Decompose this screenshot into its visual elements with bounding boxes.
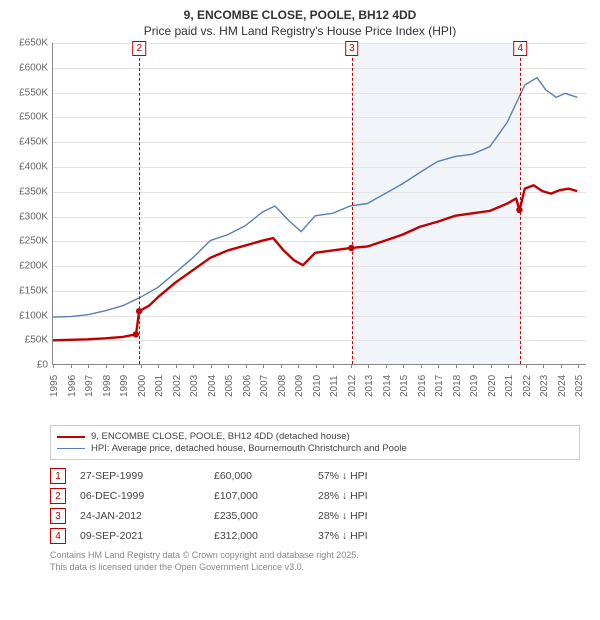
sales-index-box: 1: [50, 468, 66, 484]
legend-label: 9, ENCOMBE CLOSE, POOLE, BH12 4DD (detac…: [91, 431, 350, 442]
x-tick-label: 2023: [539, 375, 550, 397]
sales-price: £107,000: [214, 490, 304, 502]
x-tick-label: 2010: [312, 375, 323, 397]
y-tick-label: £200K: [19, 261, 48, 272]
x-tick-label: 2024: [557, 375, 568, 397]
y-tick-label: £100K: [19, 310, 48, 321]
y-axis-labels: £0 £50K £100K £150K £200K £250K £300K £350K £400…: [10, 43, 50, 383]
x-tick-label: 2016: [417, 375, 428, 397]
x-tick-label: 2002: [172, 375, 183, 397]
y-tick-label: £400K: [19, 162, 48, 173]
y-tick-label: £150K: [19, 285, 48, 296]
x-tick-label: 2014: [382, 375, 393, 397]
y-tick-label: £550K: [19, 87, 48, 98]
sale-marker-label: 2: [133, 41, 147, 56]
y-tick-label: £500K: [19, 112, 48, 123]
x-tick-label: 1996: [67, 375, 78, 397]
x-axis-labels: 1995 1996 1997 1998 1999 2000 2001 2002 2003 2004…: [52, 367, 586, 397]
title-block: 9, ENCOMBE CLOSE, POOLE, BH12 4DD Price …: [10, 8, 590, 39]
sale-marker-line: [139, 43, 140, 364]
x-tick-label: 2020: [487, 375, 498, 397]
x-tick-label: 2015: [399, 375, 410, 397]
legend-swatch: [57, 436, 85, 438]
sale-marker-label: 3: [345, 41, 359, 56]
sale-dot: [133, 331, 139, 337]
x-tick-label: 1998: [102, 375, 113, 397]
sales-row: 2 06-DEC-1999 £107,000 28% ↓ HPI: [50, 488, 580, 504]
x-tick-label: 2004: [207, 375, 218, 397]
sales-diff: 28% ↓ HPI: [318, 490, 368, 502]
footer-line1: Contains HM Land Registry data © Crown c…: [50, 550, 580, 562]
plot-area: 2 3 4: [52, 43, 586, 365]
x-tick-label: 2013: [364, 375, 375, 397]
sales-diff: 57% ↓ HPI: [318, 470, 368, 482]
legend-item: 9, ENCOMBE CLOSE, POOLE, BH12 4DD (detac…: [57, 431, 573, 442]
y-tick-label: £600K: [19, 62, 48, 73]
series-line: [53, 185, 577, 340]
sales-date: 24-JAN-2012: [80, 510, 200, 522]
sales-price: £60,000: [214, 470, 304, 482]
legend-swatch: [57, 448, 85, 449]
x-tick-label: 2003: [189, 375, 200, 397]
x-tick-label: 2000: [137, 375, 148, 397]
chart-zone: £0 £50K £100K £150K £200K £250K £300K £350K £400…: [10, 43, 590, 383]
sales-date: 06-DEC-1999: [80, 490, 200, 502]
x-tick-label: 2011: [329, 376, 340, 398]
sales-row: 3 24-JAN-2012 £235,000 28% ↓ HPI: [50, 508, 580, 524]
line-svg: [53, 43, 586, 364]
x-tick-label: 1995: [49, 375, 60, 397]
x-tick-label: 2019: [469, 375, 480, 397]
title-main: 9, ENCOMBE CLOSE, POOLE, BH12 4DD: [10, 8, 590, 24]
sales-index-box: 2: [50, 488, 66, 504]
y-tick-label: £50K: [25, 335, 48, 346]
y-tick-label: £450K: [19, 137, 48, 148]
chart-container: 9, ENCOMBE CLOSE, POOLE, BH12 4DD Price …: [0, 0, 600, 620]
sales-date: 09-SEP-2021: [80, 530, 200, 542]
sales-price: £312,000: [214, 530, 304, 542]
title-sub: Price paid vs. HM Land Registry's House …: [10, 24, 590, 40]
x-tick-label: 2008: [277, 375, 288, 397]
sales-index-box: 4: [50, 528, 66, 544]
legend-label: HPI: Average price, detached house, Bour…: [91, 443, 407, 454]
sales-row: 4 09-SEP-2021 £312,000 37% ↓ HPI: [50, 528, 580, 544]
y-tick-label: £250K: [19, 236, 48, 247]
y-tick-label: £300K: [19, 211, 48, 222]
x-tick-label: 2007: [259, 375, 270, 397]
sales-diff: 37% ↓ HPI: [318, 530, 368, 542]
sale-marker-label: 4: [514, 41, 528, 56]
x-tick-label: 2021: [504, 375, 515, 397]
y-tick-label: £650K: [19, 38, 48, 49]
sales-diff: 28% ↓ HPI: [318, 510, 368, 522]
x-tick-label: 2009: [294, 375, 305, 397]
sales-row: 1 27-SEP-1999 £60,000 57% ↓ HPI: [50, 468, 580, 484]
sales-price: £235,000: [214, 510, 304, 522]
x-tick-label: 2005: [224, 375, 235, 397]
x-tick-label: 2022: [522, 375, 533, 397]
footer: Contains HM Land Registry data © Crown c…: [50, 550, 580, 573]
x-tick-label: 2017: [434, 375, 445, 397]
x-tick-label: 2001: [154, 375, 165, 397]
sales-date: 27-SEP-1999: [80, 470, 200, 482]
x-tick-label: 2012: [347, 375, 358, 397]
sale-marker-line: [520, 43, 521, 364]
footer-line2: This data is licensed under the Open Gov…: [50, 562, 580, 574]
legend-item: HPI: Average price, detached house, Bour…: [57, 443, 573, 454]
y-tick-label: £350K: [19, 186, 48, 197]
x-tick-label: 2018: [452, 375, 463, 397]
y-tick-label: £0: [37, 360, 48, 371]
x-tick-label: 1999: [119, 375, 130, 397]
x-tick-label: 2006: [242, 375, 253, 397]
sales-index-box: 3: [50, 508, 66, 524]
legend: 9, ENCOMBE CLOSE, POOLE, BH12 4DD (detac…: [50, 425, 580, 460]
x-tick-label: 2025: [574, 375, 585, 397]
sale-marker-line: [352, 43, 353, 364]
sales-table: 1 27-SEP-1999 £60,000 57% ↓ HPI 2 06-DEC-1999…: [50, 468, 580, 544]
series-line: [53, 78, 577, 317]
x-tick-label: 1997: [84, 375, 95, 397]
